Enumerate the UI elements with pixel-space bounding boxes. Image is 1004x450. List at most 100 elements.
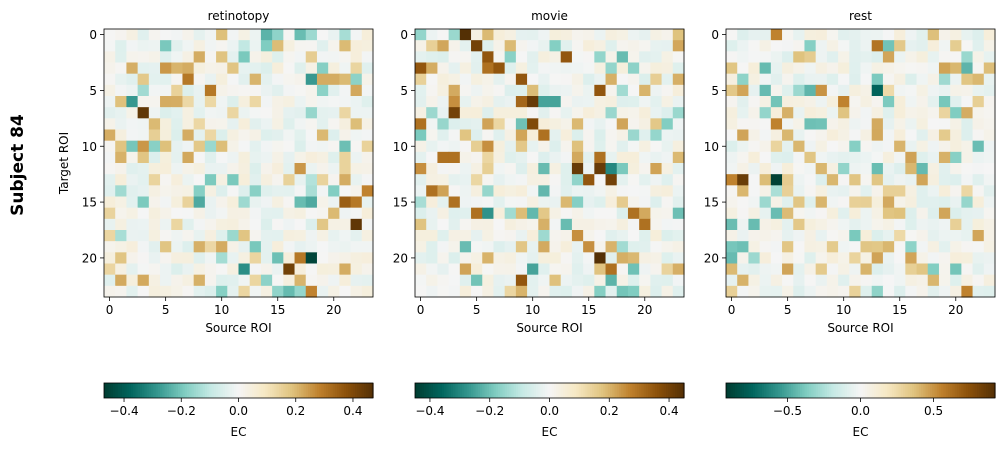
- colorbar-segment: [312, 383, 316, 398]
- heatmap-cell: [482, 151, 495, 164]
- heatmap-cell: [350, 163, 363, 175]
- heatmap-cell: [560, 174, 573, 186]
- heatmap-cell: [983, 51, 996, 64]
- heatmap-cell: [471, 73, 483, 86]
- heatmap-cell: [782, 174, 794, 186]
- heatmap-cell: [339, 174, 352, 186]
- heatmap-cell: [650, 62, 663, 75]
- heatmap-cell: [482, 263, 495, 276]
- heatmap-cell: [882, 40, 895, 52]
- colorbar-segment: [961, 383, 965, 398]
- heatmap-cell: [193, 185, 206, 198]
- heatmap-cell: [549, 129, 562, 142]
- heatmap-cell: [905, 151, 918, 164]
- heatmap-cell: [927, 218, 940, 231]
- heatmap-cell: [459, 230, 472, 242]
- colorbar-segment: [759, 383, 763, 398]
- heatmap-cell: [137, 230, 150, 242]
- heatmap-cell: [350, 241, 363, 253]
- heatmap-cell: [350, 107, 363, 119]
- heatmap-cell: [328, 118, 340, 131]
- heatmap-cell: [815, 241, 828, 253]
- heatmap-cell: [627, 263, 640, 276]
- heatmap-cell: [916, 252, 929, 265]
- heatmap-cell: [894, 241, 906, 253]
- colorbar-segment: [867, 383, 871, 398]
- heatmap-cell: [305, 151, 318, 164]
- heatmap-cell: [148, 196, 161, 209]
- heatmap-cell: [260, 230, 273, 242]
- heatmap-cell: [437, 96, 450, 108]
- heatmap-cell: [938, 84, 951, 97]
- heatmap-cell: [182, 218, 195, 231]
- heatmap-cell: [804, 84, 817, 97]
- heatmap-cell: [137, 252, 150, 265]
- heatmap-cell: [560, 163, 573, 175]
- heatmap-cell: [838, 185, 850, 198]
- heatmap-cell: [882, 230, 895, 242]
- heatmap-cell: [639, 118, 651, 131]
- heatmap-cell: [249, 263, 262, 276]
- colorbar-segment: [788, 383, 792, 398]
- heatmap-cell: [972, 107, 985, 119]
- colorbar-segment: [990, 383, 994, 398]
- heatmap-cell: [493, 285, 506, 298]
- heatmap-cell: [350, 129, 363, 142]
- heatmap-cell: [838, 62, 850, 75]
- colorbar-segment: [486, 383, 490, 398]
- colorbar-segment: [739, 383, 743, 398]
- heatmap-cell: [316, 107, 329, 119]
- heatmap-cell: [616, 140, 629, 153]
- heatmap-cell: [916, 174, 929, 186]
- heatmap-cell: [361, 241, 374, 253]
- colorbar-segment: [791, 383, 794, 398]
- heatmap-cell: [350, 252, 363, 265]
- heatmap-cell: [849, 196, 862, 209]
- colorbar-segment: [180, 383, 184, 398]
- heatmap-cell: [305, 174, 318, 186]
- heatmap-cell: [126, 40, 139, 52]
- heatmap-cell: [583, 96, 595, 108]
- heatmap-cell: [583, 263, 595, 276]
- heatmap-cell: [339, 274, 352, 287]
- heatmap-cell: [193, 140, 206, 153]
- heatmap-cell: [471, 107, 483, 119]
- heatmap-cell: [627, 196, 640, 209]
- heatmap-cell: [737, 263, 750, 276]
- colorbar-segment: [571, 383, 575, 398]
- heatmap-cell: [871, 40, 884, 52]
- heatmap-cell: [294, 73, 307, 86]
- heatmap-cell: [148, 274, 161, 287]
- colorbar-segment: [829, 383, 832, 398]
- heatmap-cell: [972, 129, 985, 142]
- heatmap-cell: [583, 285, 595, 298]
- heatmap-cell: [838, 40, 850, 52]
- heatmap-cell: [493, 230, 506, 242]
- colorbar-segment: [831, 383, 835, 398]
- heatmap-cell: [148, 174, 161, 186]
- heatmap-cell: [882, 140, 895, 153]
- heatmap-cell: [650, 207, 663, 220]
- colorbar-segment: [310, 383, 314, 398]
- heatmap-cell: [972, 96, 985, 108]
- heatmap-cell: [849, 118, 862, 131]
- heatmap-cell: [871, 163, 884, 175]
- heatmap-cell: [415, 107, 427, 119]
- heatmap-cell: [227, 62, 240, 75]
- x-tick-label: 5: [473, 303, 481, 317]
- colorbar-segment: [650, 383, 654, 398]
- colorbar-segment: [815, 383, 819, 398]
- colorbar-segment: [247, 383, 251, 398]
- heatmap-cell: [493, 129, 506, 142]
- heatmap-cell: [160, 207, 172, 220]
- heatmap-cell: [437, 118, 450, 131]
- heatmap-cell: [815, 196, 828, 209]
- colorbar-segment: [265, 383, 269, 398]
- heatmap-cell: [260, 241, 273, 253]
- heatmap-cell: [104, 185, 116, 198]
- heatmap-cell: [894, 29, 906, 41]
- heatmap-cell: [339, 118, 352, 131]
- colorbar-segment: [592, 383, 595, 398]
- heatmap-cell: [316, 263, 329, 276]
- heatmap-cell: [849, 285, 862, 298]
